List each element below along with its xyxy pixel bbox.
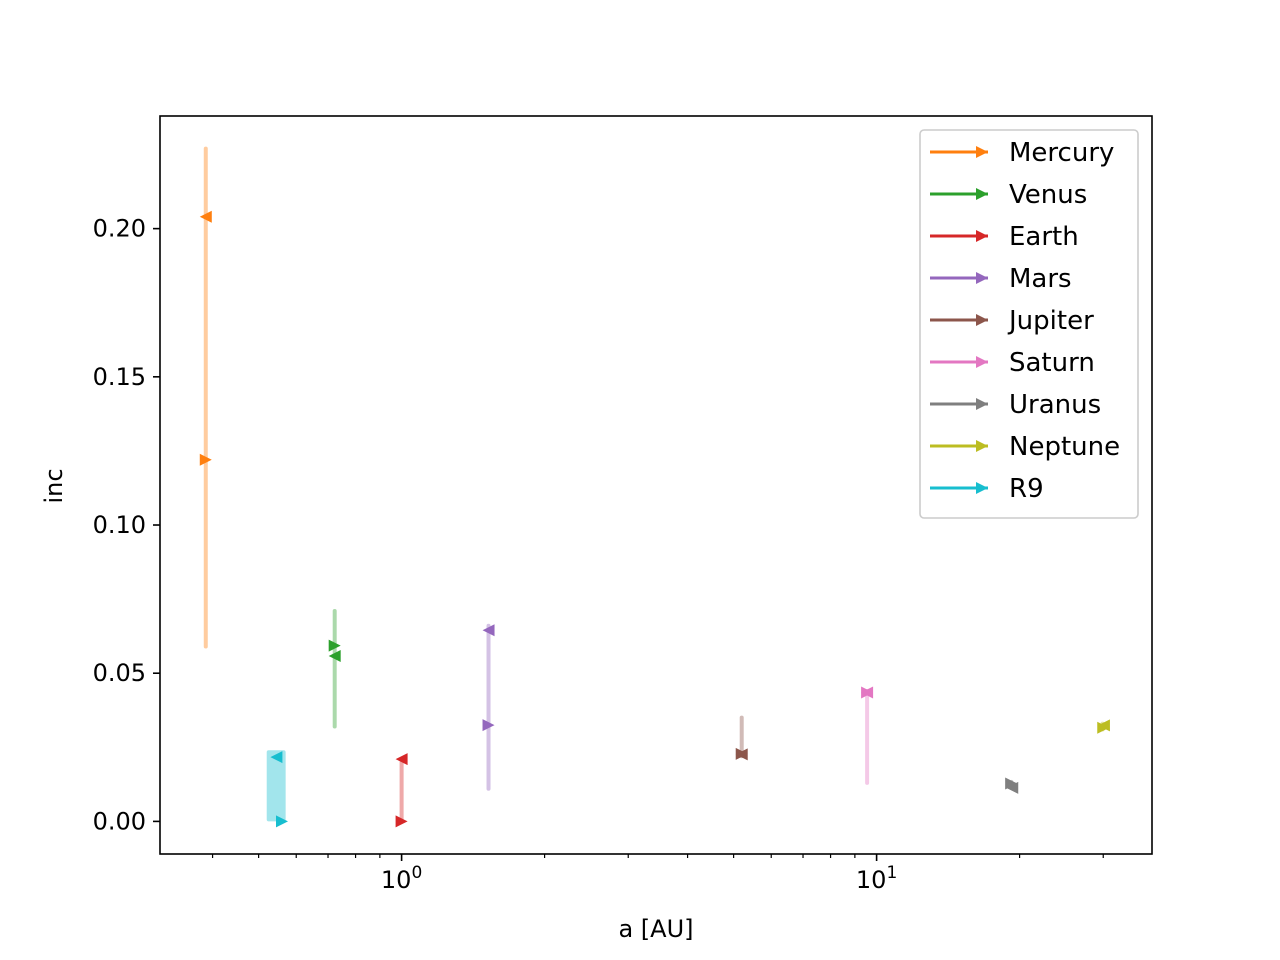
series-start-marker-r9 bbox=[275, 815, 288, 828]
series-end-marker-r9 bbox=[270, 751, 283, 764]
legend-label-r9: R9 bbox=[1009, 474, 1044, 504]
legend: Mercury Venus Earth Mars Jupiter Saturn Uranus… bbox=[919, 129, 1139, 519]
legend-label-mars: Mars bbox=[1009, 264, 1072, 294]
legend-label-earth: Earth bbox=[1009, 222, 1079, 252]
series-end-marker-neptune bbox=[1097, 719, 1110, 732]
plot-data-layer bbox=[199, 146, 1110, 828]
x-tick-label: 100 bbox=[381, 863, 422, 894]
series-start-marker-uranus bbox=[1005, 777, 1018, 790]
legend-marker-uranus bbox=[976, 398, 988, 410]
legend-marker-saturn bbox=[976, 356, 988, 368]
legend-marker-mercury bbox=[976, 146, 988, 158]
series-trace-r9 bbox=[266, 750, 286, 822]
y-tick-label: 0.00 bbox=[93, 807, 146, 835]
legend-marker-neptune bbox=[976, 440, 988, 452]
series-start-marker-mercury bbox=[199, 453, 212, 466]
legend-box bbox=[919, 129, 1139, 519]
series-start-marker-earth bbox=[395, 815, 408, 828]
series-end-marker-saturn bbox=[861, 686, 874, 699]
legend-marker-jupiter bbox=[976, 314, 988, 326]
legend-marker-r9 bbox=[976, 482, 988, 494]
series-end-marker-uranus bbox=[1006, 781, 1019, 794]
series-end-marker-venus bbox=[328, 650, 341, 663]
series-end-marker-mercury bbox=[199, 210, 212, 223]
legend-marker-earth bbox=[976, 230, 988, 242]
legend-marker-mars bbox=[976, 272, 988, 284]
y-tick-label: 0.10 bbox=[93, 511, 146, 539]
y-axis-ticks: 0.00 0.05 0.10 0.15 0.20 bbox=[93, 215, 160, 835]
legend-label-venus: Venus bbox=[1009, 180, 1087, 210]
legend-label-uranus: Uranus bbox=[1009, 390, 1101, 420]
y-axis-label: inc bbox=[40, 468, 68, 503]
plot-area-frame bbox=[159, 115, 1153, 855]
y-tick-label: 0.05 bbox=[93, 659, 146, 687]
legend-label-jupiter: Jupiter bbox=[1007, 306, 1094, 336]
x-axis-label: a [AU] bbox=[618, 915, 693, 943]
x-tick-label: 101 bbox=[856, 863, 897, 894]
y-tick-label: 0.20 bbox=[93, 215, 146, 243]
series-start-marker-mars bbox=[482, 719, 495, 732]
x-axis-ticks: 100 101 bbox=[211, 854, 1104, 894]
legend-marker-venus bbox=[976, 188, 988, 200]
y-tick-label: 0.15 bbox=[93, 363, 146, 391]
legend-label-mercury: Mercury bbox=[1009, 138, 1114, 168]
series-end-marker-jupiter bbox=[735, 748, 748, 761]
legend-label-neptune: Neptune bbox=[1009, 432, 1120, 462]
series-start-marker-venus bbox=[328, 639, 341, 652]
legend-label-saturn: Saturn bbox=[1009, 348, 1095, 378]
series-end-marker-mars bbox=[482, 624, 495, 637]
series-end-marker-earth bbox=[395, 753, 408, 766]
